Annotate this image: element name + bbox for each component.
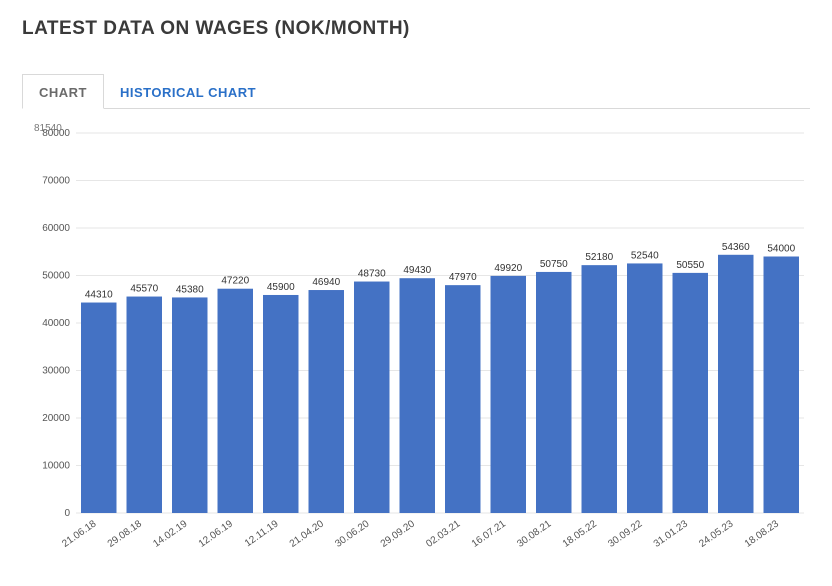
bar [445, 285, 480, 513]
tab-chart[interactable]: CHART [22, 74, 104, 109]
bar [627, 263, 662, 513]
bar-value-label: 48730 [358, 269, 386, 280]
bar-value-label: 45380 [176, 284, 204, 295]
svg-text:30000: 30000 [42, 366, 70, 377]
svg-text:0: 0 [64, 508, 70, 519]
x-tick-label: 29.09.20 [379, 518, 418, 550]
page-title: LATEST DATA ON WAGES (NOK/MONTH) [22, 18, 810, 40]
bar-value-label: 45900 [267, 282, 295, 293]
bar [127, 297, 162, 513]
svg-text:60000: 60000 [42, 223, 70, 234]
x-tick-label: 14.02.19 [151, 518, 190, 550]
bar-value-label: 54360 [722, 242, 750, 253]
bar-value-label: 47220 [221, 276, 249, 287]
y-extra-label: 81540 [34, 123, 62, 134]
bar [354, 282, 389, 513]
svg-text:10000: 10000 [42, 461, 70, 472]
bar [582, 265, 617, 513]
x-tick-label: 12.11.19 [243, 518, 281, 549]
bar [491, 276, 526, 513]
x-tick-label: 18.08.23 [743, 518, 782, 550]
x-tick-label: 24.05.23 [697, 518, 736, 550]
tabs: CHART HISTORICAL CHART [22, 74, 810, 109]
bar-value-label: 49430 [403, 265, 431, 276]
x-tick-label: 16.07.21 [470, 518, 509, 550]
bar-value-label: 54000 [767, 244, 795, 255]
bar [764, 257, 799, 514]
bar-value-label: 50750 [540, 259, 568, 270]
bar-value-label: 52180 [585, 252, 613, 263]
x-tick-label: 21.04.20 [288, 518, 327, 550]
bar-value-label: 45570 [130, 284, 158, 295]
svg-text:20000: 20000 [42, 413, 70, 424]
bar-value-label: 47970 [449, 272, 477, 283]
bar-value-label: 50550 [676, 260, 704, 271]
bar-value-label: 49920 [494, 263, 522, 274]
x-tick-label: 30.09.22 [606, 518, 645, 550]
bar [263, 295, 298, 513]
x-tick-label: 21.06.18 [60, 518, 99, 550]
x-tick-label: 29.08.18 [106, 518, 145, 550]
chart-svg: 0100002000030000400005000060000700008000… [22, 127, 810, 583]
bar [309, 290, 344, 513]
svg-text:50000: 50000 [42, 271, 70, 282]
bar [172, 297, 207, 513]
svg-text:40000: 40000 [42, 318, 70, 329]
wages-bar-chart: 81540 0100002000030000400005000060000700… [22, 127, 810, 586]
bar [718, 255, 753, 513]
bar-value-label: 52540 [631, 250, 659, 261]
x-tick-label: 18.05.22 [561, 518, 600, 550]
bar [400, 278, 435, 513]
bar [218, 289, 253, 513]
bar [673, 273, 708, 513]
x-tick-label: 31.01.23 [652, 518, 691, 550]
tab-historical[interactable]: HISTORICAL CHART [104, 75, 272, 108]
bar-value-label: 44310 [85, 290, 113, 301]
bar-value-label: 46940 [312, 277, 340, 288]
x-tick-label: 02.03.21 [424, 518, 463, 550]
svg-text:70000: 70000 [42, 176, 70, 187]
x-tick-label: 12.06.19 [197, 518, 236, 550]
x-tick-label: 30.08.21 [515, 518, 554, 550]
bar [536, 272, 571, 513]
x-tick-label: 30.06.20 [333, 518, 372, 550]
bar [81, 303, 116, 513]
